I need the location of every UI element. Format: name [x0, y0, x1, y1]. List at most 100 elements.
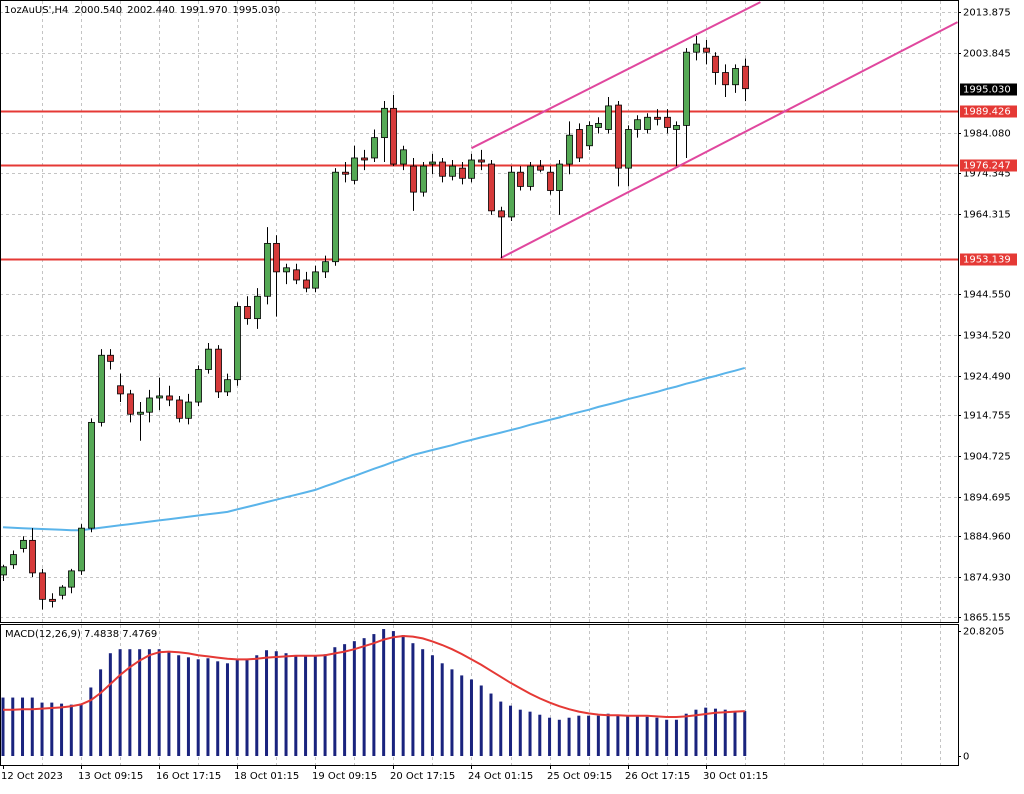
- macd-bar: [391, 631, 395, 756]
- macd-bar: [440, 663, 444, 756]
- candle-body: [742, 65, 749, 90]
- candle-body: [673, 125, 680, 130]
- macd-bar: [352, 641, 356, 756]
- candle-body: [517, 171, 524, 187]
- macd-bar: [723, 709, 727, 756]
- y-tick-label: 1914.755: [963, 411, 1011, 422]
- macd-bar: [50, 702, 54, 756]
- macd-bar: [382, 629, 386, 756]
- candle-body: [712, 55, 719, 73]
- macd-bar: [79, 703, 83, 756]
- macd-bar: [206, 658, 210, 756]
- label-layer: 2013.875 2003.845 1984.080 1974.345 1964.315…: [1, 8, 1017, 782]
- macd-bar: [743, 711, 747, 756]
- candle-body: [39, 572, 46, 600]
- macd-bar: [216, 661, 220, 756]
- x-tick-label: 16 Oct 17:15: [156, 771, 221, 782]
- candle-body: [566, 134, 573, 165]
- candle-body: [117, 385, 124, 395]
- macd-bar: [509, 705, 513, 756]
- candle-body: [166, 395, 173, 401]
- macd-bar: [284, 653, 288, 756]
- macd-bar: [89, 687, 93, 756]
- candle-body: [215, 348, 222, 393]
- macd-bar: [684, 713, 688, 756]
- y-tick-label: 1964.315: [963, 210, 1011, 221]
- x-tick-label: 19 Oct 09:15: [312, 771, 377, 782]
- candle-body: [488, 163, 495, 212]
- candle-body: [107, 354, 114, 362]
- candle-body: [605, 105, 612, 130]
- candle-body: [273, 242, 280, 273]
- ohlc-close: 1995.030: [233, 5, 281, 16]
- candle-body: [312, 271, 319, 289]
- ohlc-open: 2000.540: [74, 5, 122, 16]
- candle-body: [400, 149, 407, 165]
- candle-body: [283, 267, 290, 273]
- candle-body: [10, 554, 17, 566]
- ohlc-high: 2002.440: [127, 5, 175, 16]
- y-tick-label: 1874.930: [963, 573, 1011, 584]
- candle-body: [371, 137, 378, 159]
- candle-body: [547, 171, 554, 191]
- macd-bar: [196, 659, 200, 756]
- x-tick-label: 26 Oct 17:15: [625, 771, 690, 782]
- macd-bar: [557, 719, 561, 756]
- candle-body: [98, 354, 105, 423]
- y-tick-label: 1944.550: [963, 290, 1011, 301]
- candle-body: [322, 261, 329, 273]
- candle-body: [478, 159, 485, 163]
- candle-body: [615, 104, 622, 169]
- candle-body: [644, 116, 651, 130]
- candle-body: [303, 279, 310, 289]
- candle-body: [176, 399, 183, 419]
- candle-body: [703, 47, 710, 53]
- candle-body: [361, 157, 368, 161]
- macd-bar: [265, 650, 269, 756]
- y-tick-label: 1904.725: [963, 452, 1011, 463]
- macd-bar: [128, 649, 132, 756]
- x-tick-label: 30 Oct 01:15: [703, 771, 768, 782]
- price-label-box: [960, 253, 1017, 266]
- macd-bar: [430, 655, 434, 756]
- candle-body: [654, 116, 661, 120]
- candle-body: [49, 598, 56, 602]
- candle-body: [722, 72, 729, 86]
- x-tick-label: 20 Oct 17:15: [390, 771, 455, 782]
- macd-bar: [11, 697, 15, 756]
- price-label: 1989.426: [963, 107, 1011, 118]
- trendline: [500, 21, 958, 259]
- candle-body: [195, 369, 202, 403]
- macd-bar: [606, 713, 610, 756]
- candle-body: [732, 68, 739, 86]
- candle-body: [537, 165, 544, 171]
- candle-body: [78, 527, 85, 572]
- macd-bar: [235, 659, 239, 756]
- current-price-box: [960, 83, 1017, 96]
- macd-bar: [99, 669, 103, 756]
- candle-body: [439, 161, 446, 177]
- symbol: 1ozAuUS',H4: [4, 5, 68, 16]
- macd-bar: [362, 638, 366, 756]
- macd-bar: [274, 651, 278, 756]
- candle-body: [420, 165, 427, 193]
- macd-bar: [587, 715, 591, 756]
- y-tick-label: 1884.960: [963, 532, 1011, 543]
- current-price-label: 1995.030: [963, 85, 1011, 96]
- macd-bar: [421, 649, 425, 756]
- macd-bar: [411, 643, 415, 756]
- candle-body: [224, 379, 231, 393]
- moving-average: [2, 366, 746, 532]
- macd-bar: [323, 654, 327, 756]
- macd-bar: [147, 649, 151, 756]
- candle-body: [381, 107, 388, 139]
- y-tick-label: 1974.345: [963, 169, 1011, 180]
- macd-bar: [655, 717, 659, 756]
- macd-bar: [694, 709, 698, 756]
- ohlc-low: 1991.970: [180, 5, 228, 16]
- candle-body: [498, 210, 505, 218]
- x-tick-label: 13 Oct 09:15: [78, 771, 143, 782]
- macd-bar: [616, 715, 620, 756]
- y-tick-label: 1934.520: [963, 331, 1011, 342]
- macd-bar: [626, 715, 630, 756]
